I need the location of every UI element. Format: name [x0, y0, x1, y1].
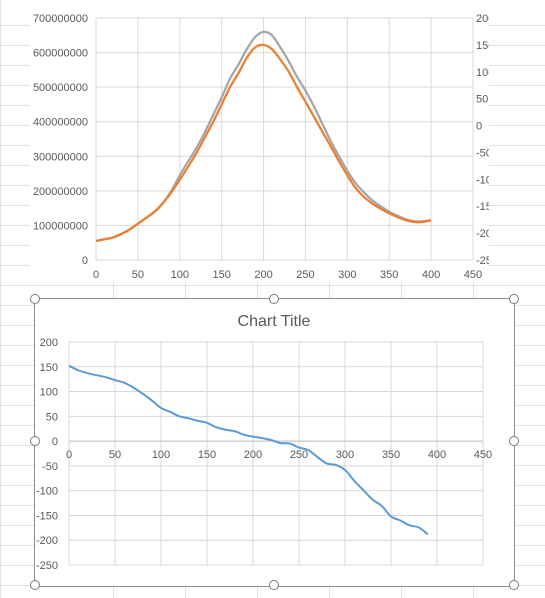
- chart1-y2-tick-label: -50: [476, 147, 489, 159]
- chart2-y-tick-label: 50: [46, 411, 58, 423]
- chart1-y2-tick-label: -200: [476, 228, 489, 240]
- chart1-x-tick-label: 350: [380, 269, 398, 281]
- chart1-y-tick-label: 400000000: [33, 117, 88, 129]
- chart2-x-tick-label: 0: [66, 449, 72, 461]
- chart1-x-tick-label: 300: [338, 269, 356, 281]
- chart2-title: Chart Title: [238, 313, 311, 330]
- chart2-y-tick-label: -200: [36, 535, 58, 547]
- chart2-x-tick-label: 400: [428, 449, 446, 461]
- chart2-y-tick-label: -100: [36, 486, 58, 498]
- chart2-x-tick-label: 200: [244, 449, 262, 461]
- chart1-y-tick-label: 200000000: [33, 186, 88, 198]
- chart1-y-tick-label: 300000000: [33, 151, 88, 163]
- chart1-x-tick-label: 200: [254, 269, 272, 281]
- chart1-x-tick-label: 450: [464, 269, 482, 281]
- chart2-y-tick-label: -50: [42, 461, 58, 473]
- chart2-y-tick-label: 150: [40, 362, 58, 374]
- chart2-x-tick-label: 300: [336, 449, 354, 461]
- chart1-y-tick-label: 100000000: [33, 220, 88, 232]
- chart-2-svg: Chart Title 0 50 100 150 200 250 300 350 400 450 -2…: [36, 313, 492, 572]
- resize-handle-bottom-center[interactable]: [269, 580, 279, 590]
- chart1-x-tick-label: 100: [171, 269, 189, 281]
- chart-1[interactable]: 0 50 100 150 200 250 300 350 400 450 0 100000000 200…: [30, 0, 498, 282]
- chart2-x-tick-label: 50: [109, 449, 121, 461]
- chart1-y2-tick-label: 150: [476, 40, 489, 52]
- chart2-y-tick-label: 0: [52, 436, 58, 448]
- chart1-y2-tick-label: -150: [476, 201, 489, 213]
- chart1-series-line-2: [95, 43, 432, 243]
- chart2-y-tick-label: -250: [36, 560, 58, 572]
- chart1-y-tick-label: 700000000: [33, 13, 88, 25]
- resize-handle-middle-left[interactable]: [30, 436, 40, 446]
- chart1-y-tick-label: 0: [82, 255, 88, 267]
- resize-handle-top-right[interactable]: [509, 294, 519, 304]
- resize-handle-middle-right[interactable]: [509, 436, 519, 446]
- chart2-x-tick-label: 250: [290, 449, 308, 461]
- chart2-y-tick-label: 200: [40, 337, 58, 349]
- resize-handle-top-left[interactable]: [30, 294, 40, 304]
- resize-handle-bottom-right[interactable]: [509, 580, 519, 590]
- chart2-series-line-1: [68, 364, 429, 536]
- chart1-y2-tick-label: 0: [476, 121, 482, 133]
- chart2-x-tick-label: 350: [382, 449, 400, 461]
- chart1-x-tick-label: 150: [212, 269, 230, 281]
- chart2-y-tick-label: 100: [40, 387, 58, 399]
- chart2-x-tick-label: 450: [474, 449, 492, 461]
- chart-2-selected[interactable]: Chart Title 0 50 100 150 200 250 300 350 400 450 -2…: [34, 298, 515, 587]
- chart1-y2-tick-label: 100: [476, 67, 489, 79]
- chart2-y-tick-label: -150: [36, 510, 58, 522]
- chart1-y2-tick-label: 200: [476, 13, 489, 25]
- chart1-x-tick-label: 400: [422, 269, 440, 281]
- chart2-x-tick-label: 150: [198, 449, 216, 461]
- chart1-y-tick-label: 600000000: [33, 48, 88, 60]
- resize-handle-bottom-left[interactable]: [30, 580, 40, 590]
- chart1-x-tick-label: 0: [93, 269, 99, 281]
- chart-1-svg: 0 50 100 150 200 250 300 350 400 450 0 100000000 200…: [33, 13, 498, 281]
- chart1-y-tick-label: 500000000: [33, 82, 88, 94]
- chart1-y2-tick-label: -100: [476, 174, 489, 186]
- chart1-x-tick-label: 50: [132, 269, 144, 281]
- chart1-x-tick-label: 250: [296, 269, 314, 281]
- chart2-x-tick-label: 100: [152, 449, 170, 461]
- resize-handle-top-center[interactable]: [269, 294, 279, 304]
- chart1-y2-tick-label: -250: [476, 255, 489, 267]
- chart1-y2-tick-label: 50: [476, 94, 488, 106]
